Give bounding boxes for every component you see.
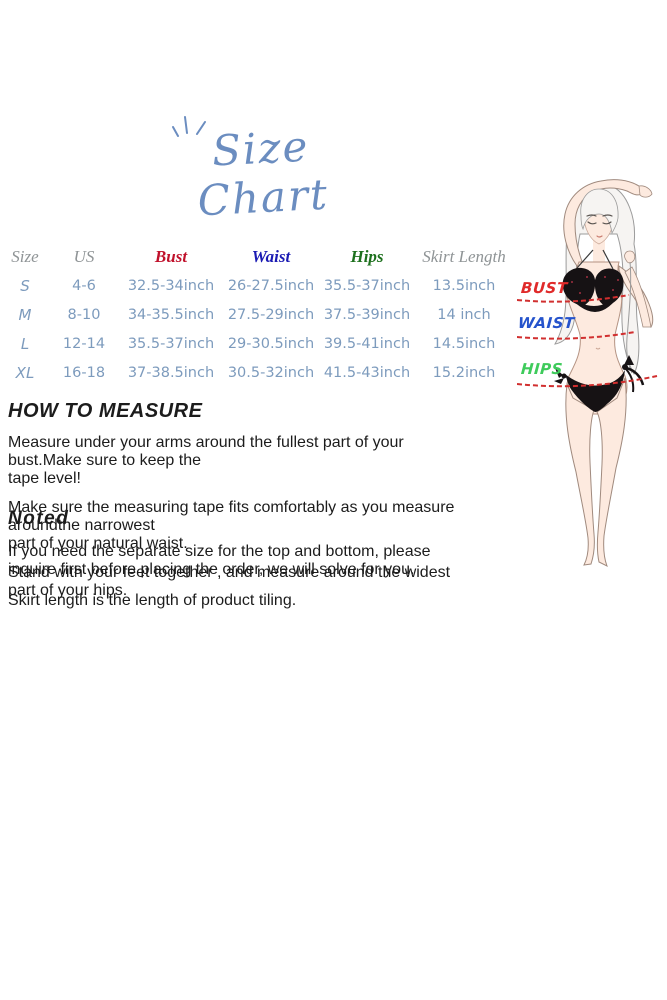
waist-label: WAIST <box>517 314 576 332</box>
raised-arm <box>563 179 645 267</box>
waist-cell: 30.5-32inch <box>227 364 315 381</box>
note-line: Skirt length is the length of product ti… <box>8 592 297 609</box>
note-line: If you need the separate size for the to… <box>8 543 431 560</box>
column-header-skirt-length: Skirt Length <box>422 246 506 266</box>
sparkle-decoration <box>172 116 206 137</box>
skirt-length-cell: 15.2inch <box>432 364 496 381</box>
size-cell: L <box>20 334 30 353</box>
instruction-line: Make sure the measuring tape fits comfor… <box>8 499 455 534</box>
column-header-hips: Hips <box>350 246 384 266</box>
bust-cell: 37-38.5inch <box>127 364 215 381</box>
how-to-measure-section: HOW TO MEASURE Measure under your arms a… <box>8 400 478 611</box>
navel <box>595 347 601 350</box>
skirt-length-cell: 14.5inch <box>432 335 496 352</box>
us-cell: 16-18 <box>62 364 106 381</box>
bust-label: BUST <box>520 279 569 297</box>
hips-line <box>516 375 658 388</box>
waist-cell: 27.5-29inch <box>227 306 315 323</box>
left-leg <box>565 382 595 566</box>
size-cell: M <box>18 305 32 324</box>
us-cell: 4-6 <box>72 277 96 294</box>
size-table: Size US Bust Waist Hips Skirt Length S 4… <box>2 242 514 387</box>
instruction-line: Stand with your feet together , and meas… <box>8 564 451 599</box>
size-cell: XL <box>15 363 35 382</box>
bust-cell: 32.5-34inch <box>127 277 215 294</box>
bust-cell: 35.5-37inch <box>127 335 215 352</box>
us-cell: 8-10 <box>67 306 101 323</box>
column-header-bust: Bust <box>154 246 188 266</box>
noted-heading: Noted <box>8 508 70 529</box>
column-header-us: US <box>73 246 95 266</box>
measurement-lines <box>516 294 658 388</box>
raised-hand <box>638 185 653 198</box>
note-line: inquire first before placing the order, … <box>8 561 415 578</box>
column-header-waist: Waist <box>251 246 291 266</box>
noted-section: Noted If you need the separate size for … <box>8 508 478 623</box>
bust-cell: 34-35.5inch <box>127 306 215 323</box>
neck <box>593 240 605 264</box>
waist-cell: 26-27.5inch <box>227 277 315 294</box>
model-illustration: BUST WAIST HIPS <box>516 172 667 572</box>
forearm <box>624 266 652 328</box>
waist-cell: 29-30.5inch <box>227 335 315 352</box>
hips-label: HIPS <box>520 360 564 378</box>
hips-cell: 39.5-41inch <box>323 335 411 352</box>
face-features <box>586 214 613 225</box>
model-figure-drawing <box>516 179 658 568</box>
us-cell: 12-14 <box>62 335 106 352</box>
hips-cell: 37.5-39inch <box>323 306 411 323</box>
hips-cell: 41.5-43inch <box>323 364 411 381</box>
skirt-length-cell: 13.5inch <box>432 277 496 294</box>
hips-cell: 35.5-37inch <box>323 277 411 294</box>
mouth <box>596 235 603 238</box>
bangs <box>580 188 619 235</box>
instruction-line: part of your natural waist. <box>8 535 188 552</box>
skirt-length-cell: 14 inch <box>437 306 491 323</box>
bikini-top <box>562 249 624 312</box>
waist-line <box>516 331 636 340</box>
right-leg <box>596 377 627 568</box>
instruction-line: Measure under your arms around the fulle… <box>8 434 404 469</box>
how-to-measure-heading: HOW TO MEASURE <box>8 400 203 422</box>
bust-line <box>516 294 630 303</box>
instruction-line: tape level! <box>8 470 81 487</box>
column-header-size: Size <box>11 246 39 266</box>
size-cell: S <box>20 276 30 295</box>
